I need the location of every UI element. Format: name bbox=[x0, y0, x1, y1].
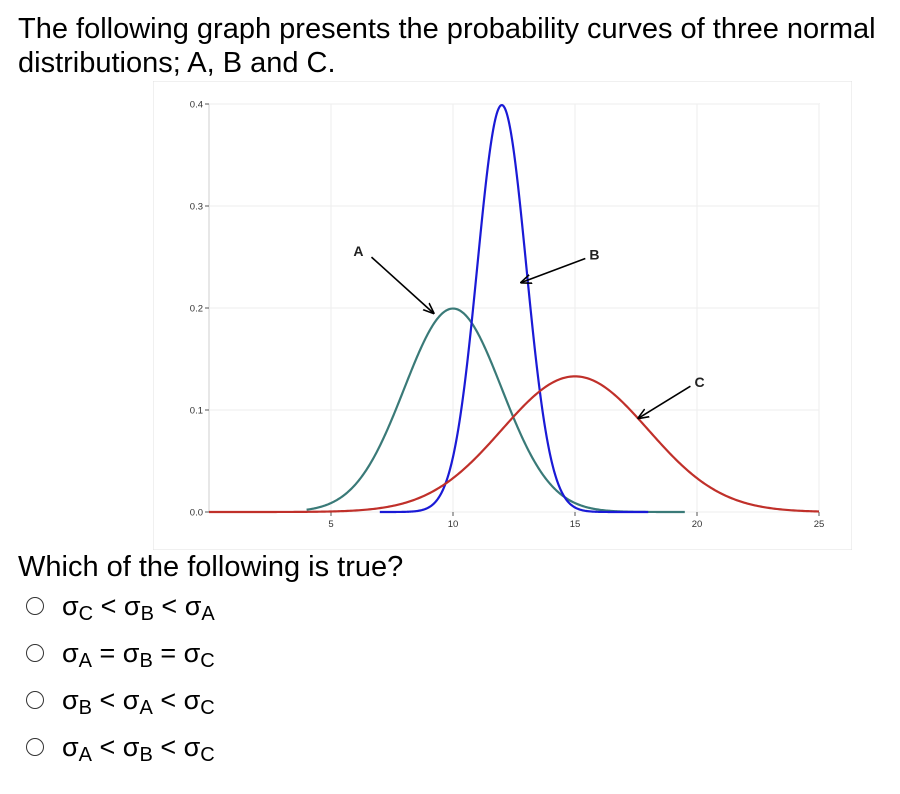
radio-button[interactable] bbox=[26, 738, 44, 756]
radio-button[interactable] bbox=[26, 644, 44, 662]
option-expression: σC < σB < σA bbox=[62, 589, 215, 625]
chart-frame: 0.0 0.1 0.2 0.3 0.4 5 10 15 20 25 A B C bbox=[152, 80, 853, 551]
sigma-symbol: σB bbox=[122, 638, 153, 672]
sigma-subscript: B bbox=[78, 697, 93, 719]
sigma-subscript: A bbox=[78, 650, 93, 672]
annotation-arrow bbox=[370, 256, 433, 313]
sigma-symbol: σB bbox=[122, 732, 153, 766]
sigma-symbol: σA bbox=[122, 685, 153, 719]
x-tick-label: 10 bbox=[448, 519, 459, 530]
radio-button[interactable] bbox=[26, 597, 44, 615]
sigma-subscript: B bbox=[140, 603, 154, 625]
annotation-label-a: A bbox=[353, 243, 363, 259]
chart-curves bbox=[209, 103, 820, 514]
sigma-subscript: A bbox=[78, 744, 93, 766]
sigma-subscript: C bbox=[200, 697, 215, 719]
operator: < bbox=[92, 685, 123, 715]
y-tick-label: 0.1 bbox=[190, 406, 203, 417]
sigma-subscript: C bbox=[200, 650, 215, 672]
operator: < bbox=[152, 732, 184, 762]
option-1[interactable]: σC < σB < σA bbox=[26, 588, 215, 624]
x-tick-label: 5 bbox=[328, 519, 333, 530]
sigma-subscript: B bbox=[139, 650, 153, 672]
chart-grid bbox=[209, 103, 820, 513]
y-tick-label: 0.3 bbox=[190, 202, 203, 213]
annotation-arrow bbox=[521, 257, 586, 283]
option-2[interactable]: σA = σB = σC bbox=[26, 635, 215, 671]
question-text: The following graph presents the probabi… bbox=[18, 13, 876, 79]
y-tick-label: 0.4 bbox=[190, 100, 203, 111]
sigma-subscript: C bbox=[200, 744, 215, 766]
sigma-symbol: σC bbox=[62, 591, 94, 625]
sigma-symbol: σA bbox=[62, 638, 93, 672]
sub-question: Which of the following is true? bbox=[18, 551, 404, 583]
operator: < bbox=[153, 591, 185, 621]
sigma-symbol: σB bbox=[123, 591, 154, 625]
option-3[interactable]: σB < σA < σC bbox=[26, 682, 215, 718]
sigma-symbol: σC bbox=[183, 685, 215, 719]
annotation-label-c: C bbox=[694, 374, 704, 390]
option-expression: σB < σA < σC bbox=[62, 683, 215, 719]
operator: < bbox=[92, 732, 123, 762]
annotation-label-b: B bbox=[589, 247, 599, 263]
chart-annotations: A B C bbox=[353, 243, 705, 418]
y-tick-label: 0.0 bbox=[190, 508, 203, 519]
sigma-symbol: σA bbox=[184, 591, 215, 625]
option-expression: σA < σB < σC bbox=[62, 730, 215, 766]
operator: = bbox=[152, 638, 184, 668]
curve-c bbox=[209, 375, 820, 514]
operator: < bbox=[93, 591, 124, 621]
curve-b bbox=[379, 103, 649, 514]
sigma-subscript: C bbox=[78, 603, 94, 625]
annotation-arrow bbox=[638, 385, 691, 418]
y-tick-label: 0.2 bbox=[190, 304, 203, 315]
operator: = bbox=[92, 638, 123, 668]
sigma-symbol: σC bbox=[183, 732, 215, 766]
x-tick-label: 25 bbox=[814, 519, 825, 530]
sigma-symbol: σC bbox=[183, 638, 215, 672]
operator: < bbox=[152, 685, 184, 715]
x-tick-label: 15 bbox=[570, 519, 581, 530]
chart-axes: 0.0 0.1 0.2 0.3 0.4 5 10 15 20 25 bbox=[190, 100, 825, 531]
radio-button[interactable] bbox=[26, 691, 44, 709]
sigma-subscript: B bbox=[139, 744, 153, 766]
sigma-symbol: σB bbox=[62, 685, 93, 719]
sigma-symbol: σA bbox=[62, 732, 93, 766]
normal-curves-chart: 0.0 0.1 0.2 0.3 0.4 5 10 15 20 25 A B C bbox=[152, 80, 853, 551]
option-expression: σA = σB = σC bbox=[62, 636, 215, 672]
sigma-subscript: A bbox=[139, 697, 153, 719]
x-tick-label: 20 bbox=[692, 519, 703, 530]
sigma-subscript: A bbox=[201, 603, 215, 625]
option-4[interactable]: σA < σB < σC bbox=[26, 729, 215, 765]
